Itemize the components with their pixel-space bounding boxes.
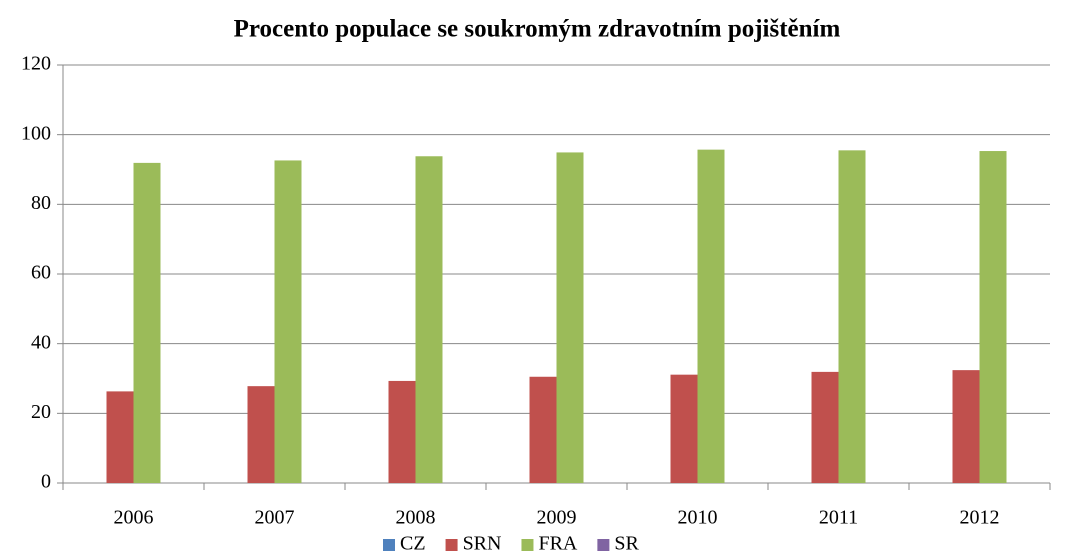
x-tick-label: 2011 bbox=[819, 507, 858, 529]
bar bbox=[415, 156, 443, 483]
bar bbox=[106, 391, 134, 483]
x-tick-label: 2012 bbox=[960, 507, 1000, 529]
y-tick-label: 120 bbox=[21, 53, 51, 75]
legend-label: SR bbox=[614, 533, 639, 555]
bar bbox=[388, 380, 416, 483]
bar bbox=[274, 160, 302, 483]
x-tick-label: 2010 bbox=[678, 507, 718, 529]
legend-label: CZ bbox=[400, 533, 426, 555]
y-tick-label: 100 bbox=[21, 122, 51, 144]
y-tick-label: 40 bbox=[31, 331, 51, 353]
bar bbox=[670, 374, 698, 483]
bar bbox=[133, 162, 161, 484]
bar bbox=[697, 149, 725, 483]
bar bbox=[811, 371, 839, 483]
chart-title: Procento populace se soukromým zdravotní… bbox=[234, 16, 841, 43]
y-tick-label: 0 bbox=[41, 471, 51, 493]
bar bbox=[979, 151, 1007, 483]
x-tick-label: 2007 bbox=[255, 507, 295, 529]
bar bbox=[838, 150, 866, 483]
legend-label: FRA bbox=[538, 533, 577, 555]
y-tick-label: 60 bbox=[31, 262, 51, 284]
legend-label: SRN bbox=[463, 533, 502, 555]
x-tick-label: 2006 bbox=[114, 507, 154, 529]
bar bbox=[952, 370, 980, 483]
legend-swatch bbox=[597, 539, 610, 551]
x-tick-label: 2009 bbox=[537, 507, 577, 529]
x-tick-label: 2008 bbox=[396, 507, 436, 529]
bar bbox=[247, 386, 275, 483]
legend-swatch bbox=[383, 539, 395, 551]
bar bbox=[529, 376, 557, 483]
y-tick-label: 80 bbox=[31, 192, 51, 214]
y-tick-label: 20 bbox=[31, 401, 51, 423]
legend-swatch bbox=[445, 539, 458, 551]
legend-swatch bbox=[521, 539, 534, 551]
bar bbox=[556, 152, 584, 483]
